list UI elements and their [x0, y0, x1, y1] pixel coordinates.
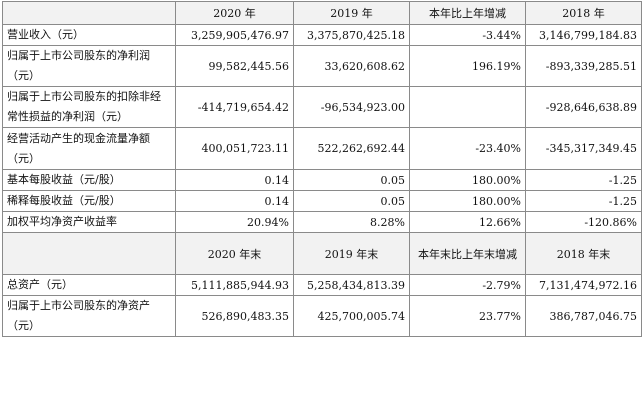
- cell-2020: 20.94%: [175, 211, 294, 233]
- cell-change: 180.00%: [409, 169, 526, 191]
- table-row: 基本每股收益（元/股） 0.14 0.05 180.00% -1.25: [2, 169, 642, 191]
- cell-change: 12.66%: [409, 211, 526, 233]
- cell-2018-end: 7,131,474,972.16: [525, 274, 642, 296]
- header-2018: 2018 年: [525, 1, 642, 25]
- cell-change: 196.19%: [409, 45, 526, 87]
- cell-2018: -893,339,285.51: [525, 45, 642, 87]
- table-row: 营业收入（元） 3,259,905,476.97 3,375,870,425.1…: [2, 24, 642, 46]
- cell-change: -3.44%: [409, 24, 526, 46]
- row-label: 基本每股收益（元/股）: [2, 169, 176, 191]
- financial-data-table: 2020 年 2019 年 本年比上年增减 2018 年 营业收入（元） 3,2…: [2, 1, 642, 337]
- table-row: 归属于上市公司股东的净利润（元） 99,582,445.56 33,620,60…: [2, 45, 642, 87]
- cell-2019: 0.05: [293, 190, 410, 212]
- table-subheader-row: 2020 年末 2019 年末 本年末比上年末增减 2018 年末: [2, 232, 642, 275]
- row-label: 稀释每股收益（元/股）: [2, 190, 176, 212]
- subheader-blank-cell: [2, 232, 176, 275]
- subheader-2020-end: 2020 年末: [175, 232, 294, 275]
- cell-2018: -120.86%: [525, 211, 642, 233]
- table-row: 归属于上市公司股东的净资产（元） 526,890,483.35 425,700,…: [2, 295, 642, 337]
- cell-2019-end: 425,700,005.74: [293, 295, 410, 337]
- cell-change: 23.77%: [409, 295, 526, 337]
- cell-change: -2.79%: [409, 274, 526, 296]
- cell-2020: 99,582,445.56: [175, 45, 294, 87]
- row-label: 经营活动产生的现金流量净额（元）: [2, 127, 176, 170]
- cell-2019: -96,534,923.00: [293, 86, 410, 128]
- header-2020: 2020 年: [175, 1, 294, 25]
- table-row: 总资产（元） 5,111,885,944.93 5,258,434,813.39…: [2, 274, 642, 296]
- cell-change: 180.00%: [409, 190, 526, 212]
- header-blank-cell: [2, 1, 176, 25]
- cell-2020-end: 526,890,483.35: [175, 295, 294, 337]
- subheader-2018-end: 2018 年末: [525, 232, 642, 275]
- cell-2020: 0.14: [175, 169, 294, 191]
- cell-2019-end: 5,258,434,813.39: [293, 274, 410, 296]
- cell-2019: 0.05: [293, 169, 410, 191]
- subheader-change: 本年末比上年末增减: [409, 232, 526, 275]
- subheader-2019-end: 2019 年末: [293, 232, 410, 275]
- header-2019: 2019 年: [293, 1, 410, 25]
- row-label: 加权平均净资产收益率: [2, 211, 176, 233]
- cell-2019: 3,375,870,425.18: [293, 24, 410, 46]
- cell-2018: -928,646,638.89: [525, 86, 642, 128]
- cell-2020-end: 5,111,885,944.93: [175, 274, 294, 296]
- cell-2019: 33,620,608.62: [293, 45, 410, 87]
- cell-2018: -345,317,349.45: [525, 127, 642, 170]
- cell-2020: 400,051,723.11: [175, 127, 294, 170]
- table-header-row: 2020 年 2019 年 本年比上年增减 2018 年: [2, 1, 642, 25]
- row-label: 总资产（元）: [2, 274, 176, 296]
- cell-2018: -1.25: [525, 169, 642, 191]
- header-change: 本年比上年增减: [409, 1, 526, 25]
- cell-2020: 3,259,905,476.97: [175, 24, 294, 46]
- cell-2019: 522,262,692.44: [293, 127, 410, 170]
- cell-2018: -1.25: [525, 190, 642, 212]
- table-row: 加权平均净资产收益率 20.94% 8.28% 12.66% -120.86%: [2, 211, 642, 233]
- cell-2019: 8.28%: [293, 211, 410, 233]
- cell-2018-end: 386,787,046.75: [525, 295, 642, 337]
- table-row: 经营活动产生的现金流量净额（元） 400,051,723.11 522,262,…: [2, 127, 642, 170]
- row-label: 营业收入（元）: [2, 24, 176, 46]
- row-label: 归属于上市公司股东的净资产（元）: [2, 295, 176, 337]
- table-row: 稀释每股收益（元/股） 0.14 0.05 180.00% -1.25: [2, 190, 642, 212]
- cell-change: [409, 86, 526, 128]
- cell-2020: -414,719,654.42: [175, 86, 294, 128]
- row-label: 归属于上市公司股东的扣除非经常性损益的净利润（元）: [2, 86, 176, 128]
- table-row: 归属于上市公司股东的扣除非经常性损益的净利润（元） -414,719,654.4…: [2, 86, 642, 128]
- cell-change: -23.40%: [409, 127, 526, 170]
- cell-2018: 3,146,799,184.83: [525, 24, 642, 46]
- cell-2020: 0.14: [175, 190, 294, 212]
- row-label: 归属于上市公司股东的净利润（元）: [2, 45, 176, 87]
